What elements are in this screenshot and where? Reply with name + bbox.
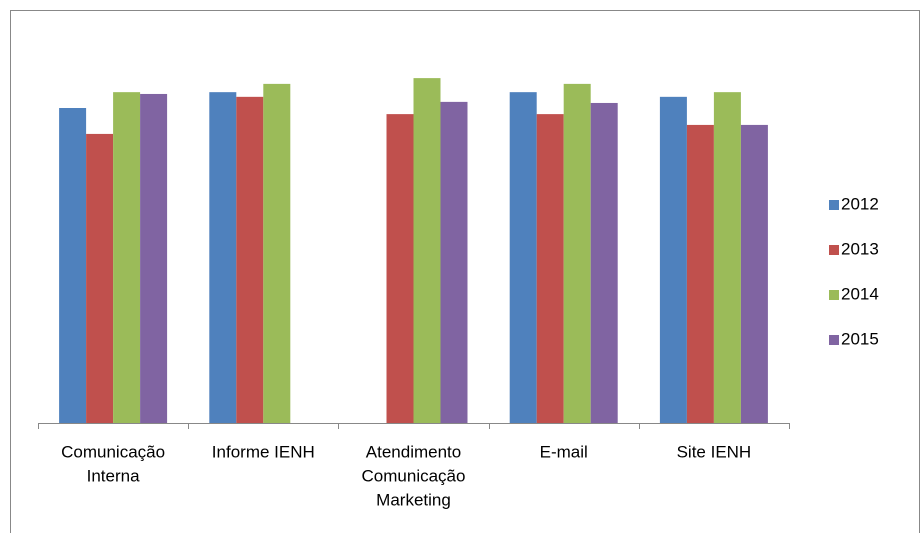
bar: [113, 92, 141, 423]
bar: [140, 93, 168, 424]
bar: [590, 102, 618, 424]
x-tick-label: Interna: [87, 466, 140, 485]
legend-swatch: [829, 290, 839, 300]
x-tick-label: Comunicação: [362, 466, 466, 485]
x-tick-label: Site IENH: [677, 442, 752, 461]
x-tick-label: Atendimento: [366, 442, 461, 461]
legend-label: 2013: [841, 239, 879, 258]
bar: [563, 83, 591, 423]
bar: [440, 101, 468, 423]
x-tick-label: Informe IENH: [212, 442, 315, 461]
bar: [59, 108, 87, 423]
bar: [713, 92, 741, 423]
x-tick-label: E-mail: [540, 442, 588, 461]
legend-swatch: [829, 335, 839, 345]
bar: [509, 92, 537, 423]
bar: [86, 133, 114, 424]
legend-label: 2012: [841, 194, 879, 213]
legend-swatch: [829, 200, 839, 210]
bar: [659, 96, 687, 423]
bar: [740, 124, 768, 424]
legend-swatch: [829, 245, 839, 255]
x-tick-label: Comunicação: [61, 442, 165, 461]
bar: [386, 114, 414, 424]
x-tick-label: Marketing: [376, 490, 451, 509]
bar: [686, 124, 714, 424]
legend-label: 2014: [841, 284, 879, 303]
bar: [209, 92, 237, 423]
bar: [536, 114, 564, 424]
bar: [236, 96, 264, 423]
legend-label: 2015: [841, 329, 879, 348]
bar: [263, 83, 291, 423]
bar: [413, 78, 441, 424]
